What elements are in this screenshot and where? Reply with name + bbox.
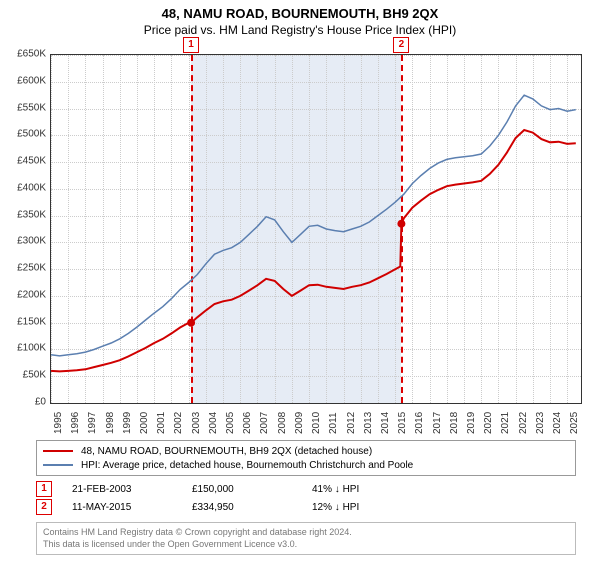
x-tick-label: 2022 [518, 412, 529, 434]
y-tick-label: £450K [2, 156, 46, 167]
x-tick-label: 2021 [500, 412, 511, 434]
y-tick-label: £250K [2, 263, 46, 274]
x-tick-label: 2001 [156, 412, 167, 434]
sale-marker-dot [187, 319, 195, 327]
y-tick-label: £500K [2, 129, 46, 140]
legend-label: HPI: Average price, detached house, Bour… [81, 460, 413, 471]
x-tick-label: 2011 [328, 412, 339, 434]
y-tick-label: £400K [2, 182, 46, 193]
x-tick-label: 1995 [53, 412, 64, 434]
sale-row-marker: 1 [36, 481, 52, 497]
x-tick-label: 2006 [242, 412, 253, 434]
x-tick-label: 2003 [191, 412, 202, 434]
sale-diff: 41% ↓ HPI [312, 484, 432, 495]
x-tick-label: 2005 [225, 412, 236, 434]
sale-price: £150,000 [192, 484, 312, 495]
footer-box: Contains HM Land Registry data © Crown c… [36, 522, 576, 555]
x-tick-label: 2020 [483, 412, 494, 434]
sale-price: £334,950 [192, 502, 312, 513]
legend-swatch [43, 450, 73, 452]
x-tick-label: 2007 [259, 412, 270, 434]
x-tick-label: 2008 [277, 412, 288, 434]
lines-svg [51, 55, 581, 403]
x-tick-label: 1996 [70, 412, 81, 434]
x-tick-label: 2010 [311, 412, 322, 434]
x-tick-label: 1998 [105, 412, 116, 434]
x-tick-label: 2025 [569, 412, 580, 434]
y-tick-label: £650K [2, 49, 46, 60]
x-tick-label: 2018 [449, 412, 460, 434]
chart-container: 48, NAMU ROAD, BOURNEMOUTH, BH9 2QX Pric… [0, 6, 600, 566]
x-tick-label: 2014 [380, 412, 391, 434]
x-tick-label: 1999 [122, 412, 133, 434]
y-tick-label: £150K [2, 316, 46, 327]
y-tick-label: £100K [2, 343, 46, 354]
x-tick-label: 2013 [363, 412, 374, 434]
sale-marker-box: 1 [183, 37, 199, 53]
x-tick-label: 2024 [552, 412, 563, 434]
sale-marker-dot [397, 220, 405, 228]
chart-subtitle: Price paid vs. HM Land Registry's House … [0, 23, 600, 37]
sale-row-marker: 2 [36, 499, 52, 515]
legend-swatch [43, 464, 73, 466]
series-hpi [51, 95, 576, 356]
x-tick-label: 2009 [294, 412, 305, 434]
x-tick-label: 2015 [397, 412, 408, 434]
x-tick-label: 2004 [208, 412, 219, 434]
sale-row: 1 21-FEB-2003£150,00041% ↓ HPI [36, 480, 576, 498]
x-tick-label: 2012 [346, 412, 357, 434]
sale-diff: 12% ↓ HPI [312, 502, 432, 513]
y-tick-label: £350K [2, 209, 46, 220]
sales-table: 1 21-FEB-2003£150,00041% ↓ HPI 2 11-MAY-201… [36, 480, 576, 516]
legend-label: 48, NAMU ROAD, BOURNEMOUTH, BH9 2QX (det… [81, 446, 372, 457]
y-tick-label: £50K [2, 370, 46, 381]
x-tick-label: 2000 [139, 412, 150, 434]
x-tick-label: 1997 [87, 412, 98, 434]
footer-line-1: Contains HM Land Registry data © Crown c… [43, 527, 569, 539]
x-tick-label: 2023 [535, 412, 546, 434]
sale-marker-box: 2 [393, 37, 409, 53]
legend-row: HPI: Average price, detached house, Bour… [43, 458, 569, 472]
footer-line-2: This data is licensed under the Open Gov… [43, 539, 569, 551]
x-tick-label: 2002 [173, 412, 184, 434]
y-tick-label: £200K [2, 289, 46, 300]
y-tick-label: £0 [2, 397, 46, 408]
sale-row: 2 11-MAY-2015£334,95012% ↓ HPI [36, 498, 576, 516]
x-tick-label: 2017 [432, 412, 443, 434]
sale-date: 21-FEB-2003 [72, 484, 192, 495]
plot-area: 12 [50, 54, 582, 404]
y-tick-label: £550K [2, 102, 46, 113]
legend-row: 48, NAMU ROAD, BOURNEMOUTH, BH9 2QX (det… [43, 444, 569, 458]
x-tick-label: 2019 [466, 412, 477, 434]
series-property [51, 130, 576, 371]
y-tick-label: £300K [2, 236, 46, 247]
y-tick-label: £600K [2, 75, 46, 86]
sale-date: 11-MAY-2015 [72, 502, 192, 513]
chart-title: 48, NAMU ROAD, BOURNEMOUTH, BH9 2QX [0, 6, 600, 21]
x-tick-label: 2016 [414, 412, 425, 434]
legend-box: 48, NAMU ROAD, BOURNEMOUTH, BH9 2QX (det… [36, 440, 576, 476]
